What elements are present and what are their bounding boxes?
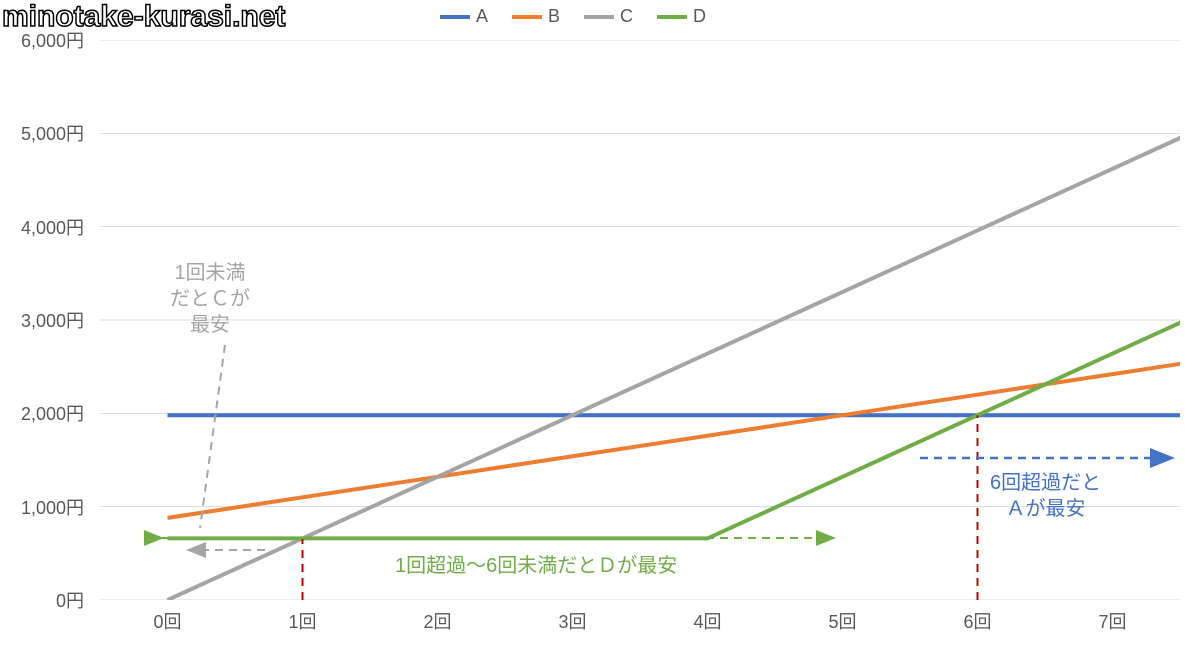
legend-item-d: D [657, 6, 706, 27]
legend-swatch-d [657, 15, 687, 19]
legend: A B C D [440, 6, 706, 27]
y-tick-label: 3,000円 [21, 307, 84, 333]
x-tick-label: 6回 [963, 608, 991, 634]
y-tick-label: 5,000円 [21, 120, 84, 146]
legend-swatch-a [440, 15, 470, 19]
x-tick-label: 7回 [1098, 608, 1126, 634]
x-tick-label: 4回 [693, 608, 721, 634]
x-tick-label: 5回 [828, 608, 856, 634]
x-tick-label: 2回 [423, 608, 451, 634]
legend-swatch-b [512, 15, 542, 19]
x-tick-label: 1回 [288, 608, 316, 634]
note-a: 6回超過だとＡが最安 [990, 470, 1101, 522]
legend-label-a: A [476, 6, 488, 27]
legend-label-b: B [548, 6, 560, 27]
note-d: 1回超過～6回未満だとＤが最安 [395, 553, 677, 579]
legend-item-b: B [512, 6, 560, 27]
legend-label-d: D [693, 6, 706, 27]
x-tick-label: 3回 [558, 608, 586, 634]
y-tick-label: 1,000円 [21, 494, 84, 520]
chart-container: minotake-kurasi.net A B C D 0円 1,000円 2,00… [0, 0, 1200, 641]
annotation-pointer [200, 345, 225, 528]
legend-label-c: C [620, 6, 633, 27]
watermark: minotake-kurasi.net [2, 0, 285, 34]
legend-item-c: C [584, 6, 633, 27]
y-tick-label: 2,000円 [21, 400, 84, 426]
y-tick-label: 0円 [56, 587, 84, 613]
y-tick-label: 4,000円 [21, 214, 84, 240]
series-C [168, 107, 1181, 600]
legend-item-a: A [440, 6, 488, 27]
y-axis-labels: 0円1,000円2,000円3,000円4,000円5,000円6,000円 [0, 40, 90, 600]
legend-swatch-c [584, 15, 614, 19]
x-tick-label: 0回 [153, 608, 181, 634]
note-c: 1回未満だとＣが最安 [170, 260, 250, 338]
